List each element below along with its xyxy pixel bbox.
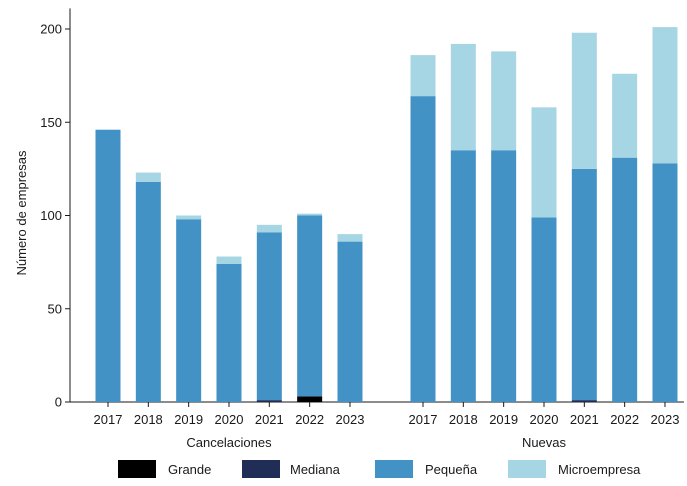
- bar-microempresa-nuevas-2018: [450, 43, 476, 151]
- bar-pequeña-cancelaciones-2019: [176, 219, 202, 402]
- x-tick-label: 2017: [94, 412, 123, 427]
- bar-pequeña-cancelaciones-2021: [256, 232, 282, 401]
- bar-pequeña-nuevas-2022: [612, 157, 638, 402]
- x-tick-label: 2019: [174, 412, 203, 427]
- legend-label-mediana: Mediana: [290, 462, 341, 477]
- bar-pequeña-nuevas-2021: [571, 168, 597, 401]
- y-tick-label: 150: [40, 115, 62, 130]
- bar-pequeña-cancelaciones-2017: [95, 129, 121, 402]
- x-tick-label: 2018: [134, 412, 163, 427]
- bar-microempresa-cancelaciones-2020: [216, 256, 242, 264]
- legend-label-pequeña: Pequeña: [425, 462, 478, 477]
- bar-pequeña-cancelaciones-2023: [337, 241, 363, 402]
- group-label-cancelaciones: Cancelaciones: [186, 435, 272, 450]
- legend-label-microempresa: Microempresa: [558, 462, 641, 477]
- x-tick-label: 2017: [409, 412, 438, 427]
- x-tick-label: 2021: [255, 412, 284, 427]
- bar-pequeña-nuevas-2018: [450, 150, 476, 402]
- legend-swatch-pequeña: [375, 460, 413, 478]
- bar-pequeña-nuevas-2017: [410, 96, 436, 402]
- bar-microempresa-cancelaciones-2022: [297, 213, 323, 216]
- bar-pequeña-cancelaciones-2020: [216, 263, 242, 402]
- bar-pequeña-nuevas-2020: [531, 217, 557, 402]
- bar-grande-cancelaciones-2022: [297, 396, 323, 402]
- bar-mediana-nuevas-2021: [571, 400, 597, 402]
- legend-swatch-mediana: [242, 460, 280, 478]
- bar-microempresa-nuevas-2021: [571, 32, 597, 169]
- legend-label-grande: Grande: [168, 462, 211, 477]
- bar-pequeña-nuevas-2023: [652, 163, 678, 402]
- bar-microempresa-nuevas-2020: [531, 107, 557, 218]
- bar-mediana-cancelaciones-2021: [256, 400, 282, 402]
- y-tick-label: 100: [40, 208, 62, 223]
- y-tick-label: 50: [48, 301, 62, 316]
- bar-microempresa-nuevas-2022: [612, 73, 638, 158]
- x-tick-label: 2022: [610, 412, 639, 427]
- y-axis-title: Número de empresas: [14, 150, 29, 275]
- x-tick-label: 2018: [449, 412, 478, 427]
- bar-microempresa-nuevas-2017: [410, 55, 436, 97]
- x-tick-label: 2020: [530, 412, 559, 427]
- x-tick-label: 2021: [570, 412, 599, 427]
- bar-pequeña-cancelaciones-2018: [135, 181, 161, 402]
- bar-pequeña-nuevas-2019: [491, 150, 517, 402]
- x-tick-label: 2020: [215, 412, 244, 427]
- bar-microempresa-cancelaciones-2021: [256, 224, 282, 233]
- bar-microempresa-cancelaciones-2023: [337, 234, 363, 242]
- x-tick-label: 2023: [336, 412, 365, 427]
- bar-pequeña-cancelaciones-2022: [297, 215, 323, 397]
- bar-microempresa-nuevas-2023: [652, 27, 678, 164]
- group-label-nuevas: Nuevas: [522, 435, 567, 450]
- bar-microempresa-nuevas-2019: [491, 51, 517, 151]
- x-tick-label: 2023: [651, 412, 680, 427]
- y-tick-label: 200: [40, 22, 62, 37]
- bar-microempresa-cancelaciones-2018: [135, 172, 161, 182]
- x-tick-label: 2019: [489, 412, 518, 427]
- bar-microempresa-cancelaciones-2019: [176, 215, 202, 220]
- legend-swatch-grande: [118, 460, 156, 478]
- legend-swatch-microempresa: [508, 460, 546, 478]
- x-tick-label: 2022: [295, 412, 324, 427]
- y-tick-label: 0: [55, 395, 62, 410]
